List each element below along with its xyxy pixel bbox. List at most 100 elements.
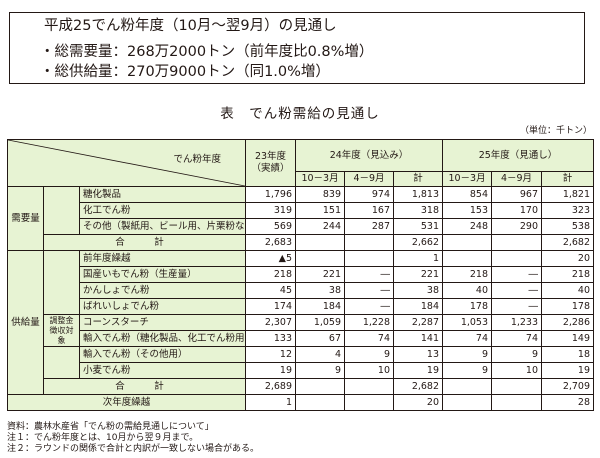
summary-box: 平成25でん粉年度（10月～翌9月）の見通し ・総需要量：268万2000トン（… (9, 12, 585, 84)
source-note: 資料：農林水産省「でん粉の需給見通しについて」 (7, 422, 214, 432)
row-label: その他（製紙用、ビール用、片栗粉など） (78, 218, 247, 235)
supply-demand-table: でん粉年度 23年度（実績） 24年度（見込み） 25年度（見通し） 10－3月… (6, 139, 595, 411)
table-row: 輸入でん粉（その他用） 12 4 9 13 9 9 18 (8, 346, 595, 379)
cell-value: 1,053 (442, 314, 493, 331)
row-label: 輸入でん粉（その他用） (78, 346, 247, 363)
cell-value (442, 394, 493, 411)
row-label: コーンスターチ (78, 314, 247, 331)
row-label: 輸入でん粉（糖化製品、化工でん粉用） (78, 330, 247, 347)
cell-value: 2,287 (393, 314, 444, 331)
cell-value: 67 (295, 330, 346, 347)
cell-value: 1,059 (295, 314, 346, 331)
cell-value: 1,228 (344, 314, 395, 331)
cell-value: 974 (344, 186, 395, 203)
row-label: 化工でん粉 (78, 202, 247, 219)
cell-value: 244 (295, 218, 346, 235)
cell-value: 74 (442, 330, 493, 347)
supply-spacer-top (43, 250, 80, 315)
cell-value: 218 (541, 266, 595, 283)
table-row: 小麦でん粉 19 9 10 19 9 10 19 (8, 362, 595, 379)
cell-value: 13 (393, 346, 444, 363)
cell-value: 184 (295, 298, 346, 315)
cell-value: 2,662 (393, 234, 444, 251)
cell-value: 287 (344, 218, 395, 235)
cell-value: 38 (393, 282, 444, 299)
cell-value (295, 378, 346, 395)
cell-value: 9 (442, 346, 493, 363)
carryover-label: 次年度繰越 (6, 394, 247, 411)
cell-value: 323 (541, 202, 595, 219)
cell-value: 149 (541, 330, 595, 347)
cell-value (442, 234, 493, 251)
header-fy25: 25年度（見通し） (442, 139, 595, 172)
cell-value: 290 (491, 218, 543, 235)
cell-value: 2,286 (541, 314, 595, 331)
cell-value: 28 (541, 394, 595, 411)
cell-value: 967 (491, 186, 543, 203)
cell-value: 74 (344, 330, 395, 347)
cell-value (491, 378, 543, 395)
cell-value: 133 (245, 330, 297, 347)
cell-value: 12 (245, 346, 297, 363)
row-label: 国産いもでん粉（生産量） (78, 266, 247, 283)
cell-value: 221 (393, 266, 444, 283)
footnote-2: 注２：ラウンドの関係で合計と内訳が一致しない場合がある。 (7, 444, 260, 454)
cell-value: 538 (541, 218, 595, 235)
cell-value: ― (344, 282, 395, 299)
header-fy24: 24年度（見込み） (295, 139, 444, 172)
table-row: 化工でん粉 319 151 167 318 153 170 323 (8, 202, 595, 219)
cell-value: 9 (344, 346, 395, 363)
summary-title: 平成25でん粉年度（10月～翌9月）の見通し (38, 17, 343, 35)
cell-value: 218 (245, 266, 297, 283)
unit-note: （単位：千トン） (519, 126, 592, 136)
supply-total-label: 合 計 (42, 378, 247, 395)
header-fy25-oct-mar: 10－3月 (442, 171, 493, 187)
cell-value: 1,813 (393, 186, 444, 203)
cell-value (295, 250, 346, 267)
cell-value: 248 (442, 218, 493, 235)
header-fy25-apr-sep: 4－9月 (491, 171, 543, 187)
header-fy24-oct-mar: 10－3月 (295, 171, 346, 187)
supply-spacer-bottom (43, 346, 80, 379)
cell-value: 10 (344, 362, 395, 379)
cell-value (491, 394, 543, 411)
demand-total-row: 合 計 2,683 2,662 2,682 (8, 234, 595, 251)
cell-value: 38 (295, 282, 346, 299)
cell-value: ― (491, 282, 543, 299)
cell-value: 2,689 (245, 378, 297, 395)
cell-value: 839 (295, 186, 346, 203)
cell-value (491, 250, 543, 267)
table-title: 表 でん粉需給の見通し (220, 106, 380, 122)
cell-value (344, 394, 395, 411)
cell-value: 45 (245, 282, 297, 299)
row-label: 前年度繰越 (78, 250, 247, 267)
cell-value: 184 (393, 298, 444, 315)
cell-value: 19 (393, 362, 444, 379)
header-fy23: 23年度（実績） (245, 139, 297, 187)
cell-value: 531 (393, 218, 444, 235)
demand-label: 需要量 (7, 186, 44, 251)
header-row-2: 10－3月 4－9月 計 10－3月 4－9月 計 (8, 171, 595, 187)
cell-value: 20 (393, 394, 444, 411)
row-label: 小麦でん粉 (78, 362, 247, 379)
cell-value: 9 (491, 346, 543, 363)
cell-value: 4 (295, 346, 346, 363)
cell-value: 1,233 (491, 314, 543, 331)
cell-value: 2,682 (541, 234, 595, 251)
cell-value: 319 (245, 202, 297, 219)
cell-value: 40 (442, 282, 493, 299)
cell-value: 9 (295, 362, 346, 379)
table-row: 輸入でん粉（糖化製品、化工でん粉用） 133 67 74 141 74 74 1… (8, 330, 595, 347)
cell-value: 2,682 (393, 378, 444, 395)
cell-value: 174 (245, 298, 297, 315)
header-fy24-total: 計 (393, 171, 444, 187)
summary-line-supply: ・総供給量：270万9000トン（同1.0%増） (40, 64, 330, 80)
cell-value: 178 (541, 298, 595, 315)
demand-spacer (43, 186, 80, 235)
cell-value: 141 (393, 330, 444, 347)
cell-value: 178 (442, 298, 493, 315)
cell-value: 10 (491, 362, 543, 379)
row-label: 糖化製品 (78, 186, 247, 203)
cell-value: 1,796 (245, 186, 297, 203)
header-row-1: でん粉年度 23年度（実績） 24年度（見込み） 25年度（見通し） (6, 139, 595, 187)
